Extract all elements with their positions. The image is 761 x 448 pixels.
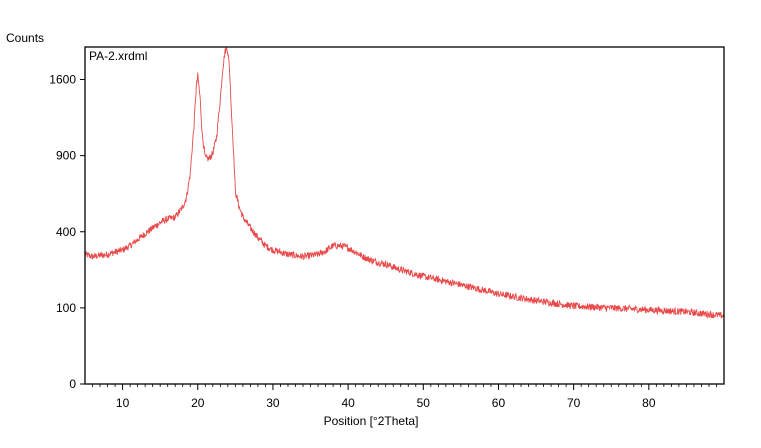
plot-frame [84,46,725,385]
x-tick-label: 70 [567,396,581,410]
x-tick-label: 80 [642,396,656,410]
y-tick-label: 1600 [49,73,76,87]
x-tick-label: 20 [191,396,205,410]
x-axis-title: Position [°2Theta] [324,414,419,428]
y-tick-label: 900 [56,149,76,163]
x-tick-label: 50 [417,396,431,410]
x-axis-ticks: 10 20 30 40 50 60 70 80 [92,384,717,410]
series-layer [84,46,725,320]
y-axis-title: Counts [6,31,44,45]
legend-label: PA-2.xrdml [89,49,147,63]
y-tick-label: 0 [69,377,76,391]
x-tick-label: 60 [492,396,506,410]
x-tick-label: 30 [266,396,280,410]
x-tick-label: 10 [116,396,130,410]
y-tick-label: 400 [56,225,76,239]
x-tick-label: 40 [341,396,355,410]
y-tick-label: 100 [56,301,76,315]
y-axis-ticks: 0 100 400 900 1600 [49,73,85,391]
series-line [84,46,725,320]
